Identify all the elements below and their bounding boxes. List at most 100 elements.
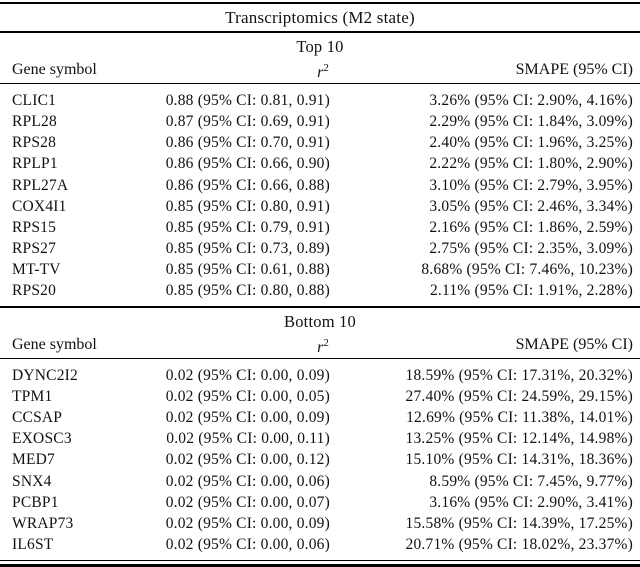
r-squared-cell: 0.02 (95% CI: 0.00, 0.06) [165, 472, 330, 490]
smape-cell: 15.10% (95% CI: 14.31%, 18.36%) [405, 451, 633, 469]
gene-symbol-cell: RPS27 [12, 240, 57, 258]
r-squared-cell: 0.02 (95% CI: 0.00, 0.07) [165, 493, 330, 511]
title-divider [0, 31, 640, 33]
smape-cell: 3.10% (95% CI: 2.79%, 3.95%) [429, 176, 633, 194]
smape-cell: 8.59% (95% CI: 7.45%, 9.77%) [429, 472, 633, 490]
table-sections: Top 10 Gene symbol r2 SMAPE (95% CI) CLI… [0, 33, 640, 560]
gene-symbol-cell: WRAP73 [12, 514, 74, 532]
bottom-rule-thin [0, 559, 640, 561]
table-row: RPS27 0.85 (95% CI: 0.73, 0.89) 2.75% (9… [0, 239, 640, 260]
table-row: COX4I1 0.85 (95% CI: 0.80, 0.91) 3.05% (… [0, 196, 640, 217]
smape-cell: 12.69% (95% CI: 11.38%, 14.01%) [406, 409, 633, 427]
smape-cell: 15.58% (95% CI: 14.39%, 17.25%) [405, 514, 633, 532]
gene-symbol-cell: MED7 [12, 451, 55, 469]
table-title: Transcriptomics (M2 state) [225, 7, 415, 27]
section-divider [0, 306, 640, 308]
column-header-smape: SMAPE (95% CI) [515, 60, 633, 78]
smape-cell: 27.40% (95% CI: 24.59%, 29.15%) [405, 387, 633, 405]
gene-symbol-cell: DYNC2I2 [12, 366, 78, 384]
gene-symbol-cell: RPL28 [12, 112, 57, 130]
table-row: CCSAP 0.02 (95% CI: 0.00, 0.09) 12.69% (… [0, 407, 640, 428]
bottom-rule-thick [0, 564, 640, 567]
gene-symbol-cell: RPS15 [12, 218, 57, 236]
table-row: PCBP1 0.02 (95% CI: 0.00, 0.07) 3.16% (9… [0, 492, 640, 513]
r-squared-base: r [317, 338, 324, 356]
r-squared-cell: 0.85 (95% CI: 0.80, 0.91) [165, 197, 330, 215]
column-header-gene-symbol: Gene symbol [12, 335, 97, 353]
table-row: RPL28 0.87 (95% CI: 0.69, 0.91) 2.29% (9… [0, 111, 640, 132]
table-row: IL6ST 0.02 (95% CI: 0.00, 0.06) 20.71% (… [0, 535, 640, 556]
smape-cell: 20.71% (95% CI: 18.02%, 23.37%) [405, 536, 633, 554]
r-squared-cell: 0.02 (95% CI: 0.00, 0.12) [165, 451, 330, 469]
table-row: MED7 0.02 (95% CI: 0.00, 0.12) 15.10% (9… [0, 450, 640, 471]
smape-cell: 2.40% (95% CI: 1.96%, 3.25%) [429, 134, 633, 152]
table-row: RPL27A 0.86 (95% CI: 0.66, 0.88) 3.10% (… [0, 175, 640, 196]
table-row: MT-TV 0.85 (95% CI: 0.61, 0.88) 8.68% (9… [0, 260, 640, 281]
r-squared-cell: 0.86 (95% CI: 0.66, 0.88) [165, 176, 330, 194]
smape-cell: 2.75% (95% CI: 2.35%, 3.09%) [429, 240, 633, 258]
column-header-r-squared: r2 [6, 337, 640, 357]
section-rows: DYNC2I2 0.02 (95% CI: 0.00, 0.09) 18.59%… [0, 359, 640, 560]
gene-symbol-cell: PCBP1 [12, 493, 59, 511]
gene-symbol-cell: COX4I1 [12, 197, 67, 215]
r-squared-cell: 0.87 (95% CI: 0.69, 0.91) [165, 112, 330, 130]
table-section: Top 10 Gene symbol r2 SMAPE (95% CI) CLI… [0, 33, 640, 306]
section-label: Bottom 10 [284, 311, 356, 331]
r-squared-cell: 0.85 (95% CI: 0.73, 0.89) [165, 240, 330, 258]
r-squared-cell: 0.85 (95% CI: 0.61, 0.88) [165, 261, 330, 279]
column-header-row: Gene symbol r2 SMAPE (95% CI) [0, 57, 640, 83]
table-row: DYNC2I2 0.02 (95% CI: 0.00, 0.09) 18.59%… [0, 365, 640, 386]
gene-symbol-cell: RPL27A [12, 176, 69, 194]
table-row: SNX4 0.02 (95% CI: 0.00, 0.06) 8.59% (95… [0, 471, 640, 492]
smape-cell: 3.16% (95% CI: 2.90%, 3.41%) [429, 493, 633, 511]
r-squared-cell: 0.02 (95% CI: 0.00, 0.09) [165, 409, 330, 427]
gene-symbol-cell: RPS20 [12, 282, 57, 300]
table-row: RPS15 0.85 (95% CI: 0.79, 0.91) 2.16% (9… [0, 217, 640, 238]
section-label: Top 10 [296, 36, 344, 56]
gene-symbol-cell: CLIC1 [12, 91, 57, 109]
gene-symbol-cell: EXOSC3 [12, 430, 72, 448]
r-squared-cell: 0.02 (95% CI: 0.00, 0.09) [165, 366, 330, 384]
smape-cell: 2.29% (95% CI: 1.84%, 3.09%) [429, 112, 633, 130]
table-row: RPLP1 0.86 (95% CI: 0.66, 0.90) 2.22% (9… [0, 154, 640, 175]
table-row: WRAP73 0.02 (95% CI: 0.00, 0.09) 15.58% … [0, 513, 640, 534]
r-squared-exponent: 2 [323, 61, 329, 74]
gene-symbol-cell: SNX4 [12, 472, 52, 490]
table-row: RPS28 0.86 (95% CI: 0.70, 0.91) 2.40% (9… [0, 133, 640, 154]
smape-cell: 2.16% (95% CI: 1.86%, 2.59%) [429, 218, 633, 236]
table-title-row: Transcriptomics (M2 state) [0, 4, 640, 31]
gene-symbol-cell: MT-TV [12, 261, 61, 279]
smape-cell: 2.22% (95% CI: 1.80%, 2.90%) [429, 155, 633, 173]
r-squared-cell: 0.85 (95% CI: 0.80, 0.88) [165, 282, 330, 300]
column-header-row: Gene symbol r2 SMAPE (95% CI) [0, 332, 640, 358]
r-squared-cell: 0.88 (95% CI: 0.81, 0.91) [165, 91, 330, 109]
r-squared-cell: 0.02 (95% CI: 0.00, 0.09) [165, 514, 330, 532]
table-section: Bottom 10 Gene symbol r2 SMAPE (95% CI) … [0, 308, 640, 560]
table-row: RPS20 0.85 (95% CI: 0.80, 0.88) 2.11% (9… [0, 281, 640, 302]
column-header-r-squared: r2 [6, 62, 640, 82]
r-squared-cell: 0.86 (95% CI: 0.70, 0.91) [165, 134, 330, 152]
r-squared-base: r [317, 63, 324, 81]
gene-symbol-cell: CCSAP [12, 409, 63, 427]
gene-symbol-cell: TPM1 [12, 387, 53, 405]
header-divider [0, 82, 640, 85]
top-rule [0, 2, 640, 5]
column-header-smape: SMAPE (95% CI) [515, 335, 633, 353]
r-squared-cell: 0.02 (95% CI: 0.00, 0.05) [165, 387, 330, 405]
table-row: CLIC1 0.88 (95% CI: 0.81, 0.91) 3.26% (9… [0, 90, 640, 111]
r-squared-exponent: 2 [323, 336, 329, 349]
gene-symbol-cell: RPS28 [12, 134, 57, 152]
r-squared-cell: 0.02 (95% CI: 0.00, 0.11) [166, 430, 330, 448]
gene-symbol-cell: IL6ST [12, 536, 54, 554]
table-row: TPM1 0.02 (95% CI: 0.00, 0.05) 27.40% (9… [0, 386, 640, 407]
smape-cell: 8.68% (95% CI: 7.46%, 10.23%) [421, 261, 633, 279]
smape-cell: 3.05% (95% CI: 2.46%, 3.34%) [429, 197, 633, 215]
gene-symbol-cell: RPLP1 [12, 155, 58, 173]
smape-cell: 2.11% (95% CI: 1.91%, 2.28%) [429, 282, 633, 300]
table-row: EXOSC3 0.02 (95% CI: 0.00, 0.11) 13.25% … [0, 429, 640, 450]
column-header-gene-symbol: Gene symbol [12, 60, 97, 78]
r-squared-cell: 0.85 (95% CI: 0.79, 0.91) [165, 218, 330, 236]
r-squared-cell: 0.02 (95% CI: 0.00, 0.06) [165, 536, 330, 554]
smape-cell: 13.25% (95% CI: 12.14%, 14.98%) [405, 430, 633, 448]
